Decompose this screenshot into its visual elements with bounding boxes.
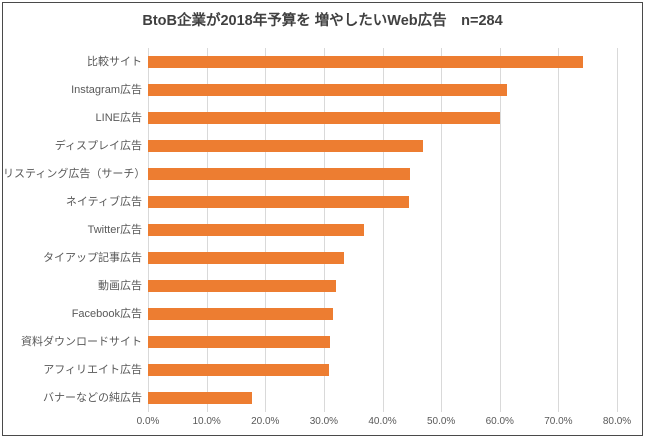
bar [148,196,409,208]
gridline [382,48,384,412]
x-tick-label: 40.0% [368,416,397,427]
bar [148,84,508,96]
x-tick-label: 20.0% [251,416,280,427]
category-label: Twitter広告 [87,224,142,236]
category-label: ネイティブ広告 [65,196,142,208]
category-label: 動画広告 [98,280,142,292]
bar [148,252,344,264]
category-label: 比較サイト [87,56,142,68]
bar [148,392,253,404]
bar [148,140,423,152]
category-label: LINE広告 [95,112,142,124]
category-label: リスティング広告（サーチ） [3,168,146,180]
category-label: Instagram広告 [71,84,142,96]
x-tick-label: 30.0% [309,416,339,427]
bar [148,336,330,348]
x-tick-label: 80.0% [602,416,632,427]
gridline [499,48,501,412]
bar [148,112,500,124]
category-label: バナーなどの純広告 [43,392,142,404]
bar [148,364,329,376]
bar [148,56,583,68]
x-tick-label: 10.0% [192,416,221,427]
gridline [441,48,443,412]
category-label: タイアップ記事広告 [43,252,142,264]
category-label: 資料ダウンロードサイト [21,336,142,348]
bar [148,308,334,320]
x-tick-label: 50.0% [426,416,456,427]
x-tick-label: 70.0% [544,416,573,427]
bar [148,168,411,180]
x-tick-label: 60.0% [485,416,514,427]
bar [148,280,336,292]
chart-title: BtoB企業が2018年予算を 増やしたいWeb広告 n=284 [142,13,503,29]
x-tick-label: 0.0% [136,416,160,427]
category-label: Facebook広告 [71,308,142,320]
gridline [558,48,560,412]
gridline [617,48,618,412]
bar [148,224,364,236]
category-label: ディスプレイ広告 [54,140,142,152]
plot-area [148,48,618,412]
category-label: アフィリエイト広告 [43,364,142,376]
